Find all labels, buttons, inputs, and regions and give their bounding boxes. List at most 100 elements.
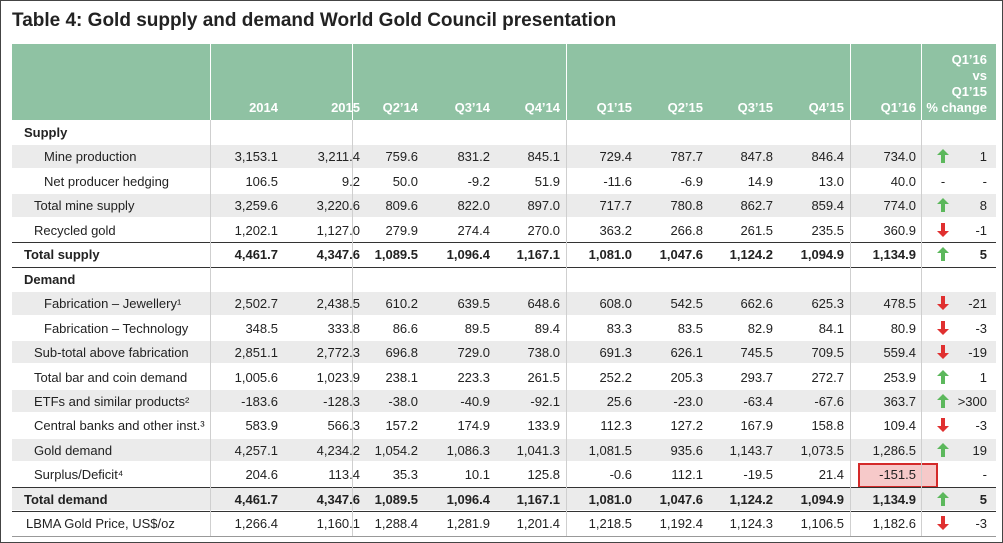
cell: 859.4 [811,198,844,214]
row-band [12,341,996,364]
header-separator [921,44,922,120]
arrow-up [937,198,949,213]
cell: 1,054.2 [374,442,418,458]
row-label: Sub-total above fabrication [34,345,189,361]
cell: 1,041.3 [516,442,560,458]
rule [12,486,996,488]
change: -3 [975,516,987,532]
cell: 112.3 [600,418,632,434]
table-bottom [12,535,996,537]
cell: 691.3 [599,345,632,361]
row-label: Net producer hedging [44,173,170,189]
cell: 1,089.5 [374,491,418,507]
cell: 2,772.3 [316,345,360,361]
row-band [12,487,996,511]
arrow-up [937,491,949,506]
arrow-up [937,393,949,408]
cell: 639.5 [457,296,490,312]
cell: 3,211.4 [317,149,360,165]
change: 5 [979,247,987,263]
cell: 709.5 [811,345,844,361]
cell: 1,081.5 [588,442,632,458]
cell: 4,461.7 [234,247,278,263]
cell: 4,461.7 [234,491,278,507]
cell: 348.5 [245,320,278,336]
cell: 759.6 [385,149,418,165]
column-separator [566,120,567,536]
arrow-down [937,345,949,360]
cell: -92.1 [530,393,560,409]
row-label: ETFs and similar products² [34,393,190,409]
cell: 738.0 [527,345,560,361]
change: 5 [979,491,987,507]
cell: 1,106.5 [800,516,844,532]
cell: 89.4 [534,320,560,336]
cell: 261.5 [527,369,560,385]
cell: 1,192.4 [659,516,703,532]
rule [12,266,996,268]
cell: -67.6 [814,393,844,409]
cell: 1,023.9 [316,369,360,385]
cell: -183.6 [241,393,278,409]
arrow-down [937,296,949,311]
cell: 1,127.0 [316,222,360,238]
row-label: Supply [24,125,68,140]
cell: 167.9 [740,418,773,434]
column-header: Q3’15 [737,100,773,115]
change: 8 [979,198,987,214]
change: 1 [979,149,987,165]
header-separator [850,44,851,120]
arrow-up [937,247,949,262]
cell: 1,081.0 [588,491,632,507]
cell: 729.4 [599,149,632,165]
cell: 1,096.4 [446,247,490,263]
cell: -9.2 [467,173,490,189]
column-header: Q1’16 [880,100,916,115]
arrow-up [937,149,949,164]
cell: 542.5 [670,296,703,312]
cell: 293.7 [740,369,773,385]
change: -21 [968,296,987,312]
highlight-box [858,463,938,488]
column-header: 2014 [249,100,278,115]
cell: 610.2 [385,296,418,312]
cell: 1,266.4 [234,516,278,532]
column-header: Q2’14 [382,100,418,115]
cell: -23.0 [673,393,703,409]
cell: 25.6 [606,393,632,409]
row-label: Central banks and other inst.³ [34,418,205,434]
cell: 223.3 [457,369,490,385]
row-label: Total bar and coin demand [34,369,188,385]
cell: 266.8 [670,222,703,238]
cell: 1,005.6 [234,369,278,385]
cell: 1,218.5 [588,516,632,532]
cell: 204.6 [245,467,278,483]
arrow-down [937,320,949,335]
cell: 625.3 [811,296,844,312]
change: 1 [979,369,987,385]
cell: 566.3 [327,418,360,434]
cell: 106.5 [245,173,278,189]
column-header: Q4’14 [524,100,560,115]
cell: 1,167.1 [516,247,560,263]
cell: 51.9 [534,173,560,189]
cell: 559.4 [883,345,916,361]
arrow-down [937,516,949,531]
cell: 780.8 [670,198,703,214]
cell: 1,096.4 [446,491,490,507]
cell: 83.3 [606,320,632,336]
cell: 626.1 [670,345,703,361]
cell: 1,047.6 [659,491,703,507]
column-header: vs [972,68,987,83]
column-header: Q1’15 [951,84,987,99]
cell: 1,201.4 [516,516,560,532]
column-header: Q4’15 [808,100,844,115]
arrow-up [937,369,949,384]
row-label: Total supply [24,247,100,263]
cell: 10.1 [464,467,490,483]
row-label: Gold demand [34,442,113,458]
header-separator [566,44,567,120]
change: 19 [972,442,987,458]
cell: -151.5 [879,467,916,483]
change: - [982,467,987,483]
